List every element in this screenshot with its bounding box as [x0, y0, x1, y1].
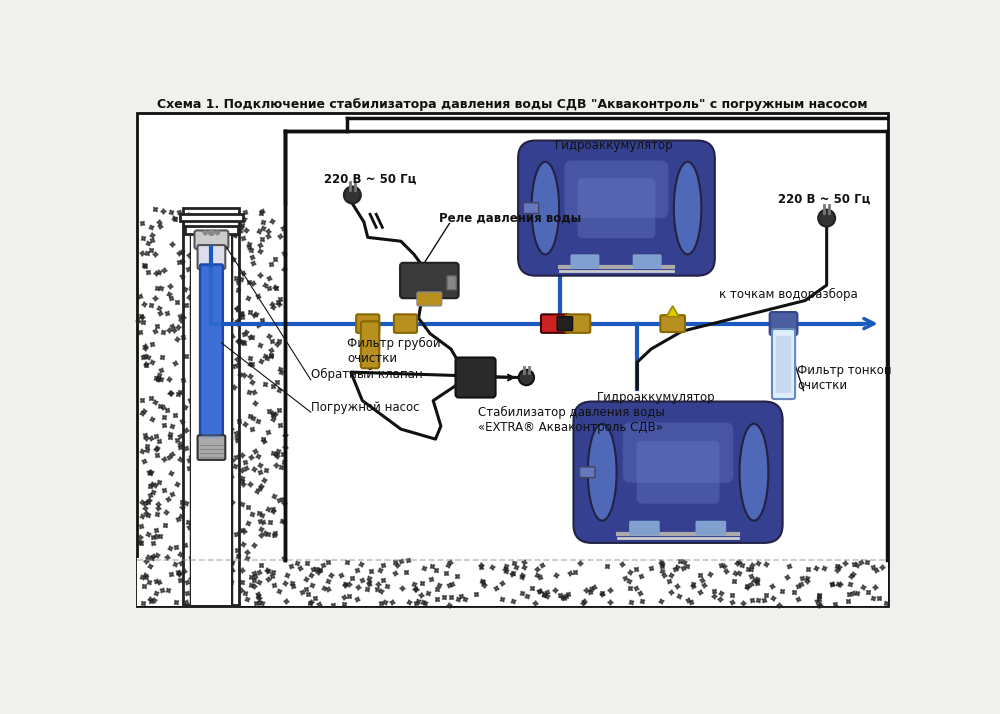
- Text: Стабилизатор давления воды
«EXTRA® Акваконтроль СДВ»: Стабилизатор давления воды «EXTRA® Аквак…: [478, 406, 665, 434]
- FancyBboxPatch shape: [202, 268, 221, 438]
- FancyBboxPatch shape: [400, 263, 459, 298]
- FancyBboxPatch shape: [570, 254, 599, 269]
- Text: Погружной насос: Погружной насос: [311, 401, 419, 413]
- Text: Гидроаккумулятор: Гидроаккумулятор: [555, 139, 673, 152]
- FancyBboxPatch shape: [577, 178, 655, 238]
- FancyBboxPatch shape: [185, 213, 238, 233]
- FancyBboxPatch shape: [623, 423, 733, 483]
- FancyBboxPatch shape: [566, 314, 590, 333]
- FancyBboxPatch shape: [183, 208, 239, 605]
- FancyBboxPatch shape: [695, 521, 726, 536]
- FancyBboxPatch shape: [198, 245, 225, 269]
- Ellipse shape: [588, 424, 617, 521]
- Circle shape: [818, 210, 835, 226]
- FancyBboxPatch shape: [633, 254, 662, 269]
- FancyBboxPatch shape: [541, 314, 569, 333]
- FancyBboxPatch shape: [564, 161, 668, 218]
- Ellipse shape: [532, 162, 559, 254]
- Text: к точкам водоразбора: к точкам водоразбора: [719, 288, 858, 301]
- FancyBboxPatch shape: [447, 276, 456, 290]
- FancyBboxPatch shape: [356, 314, 379, 333]
- Polygon shape: [666, 306, 679, 317]
- Ellipse shape: [674, 162, 701, 254]
- FancyBboxPatch shape: [637, 441, 720, 503]
- FancyBboxPatch shape: [137, 114, 888, 606]
- Ellipse shape: [740, 424, 768, 521]
- FancyBboxPatch shape: [180, 213, 243, 221]
- FancyBboxPatch shape: [776, 336, 791, 393]
- Circle shape: [203, 231, 207, 235]
- Text: Реле давления воды: Реле давления воды: [439, 211, 582, 224]
- FancyBboxPatch shape: [394, 314, 417, 333]
- Text: Схема 1. Подключение стабилизатора давления воды СДВ "Акваконтроль" с погружным : Схема 1. Подключение стабилизатора давле…: [157, 98, 868, 111]
- Text: 220 В ~ 50 Гц: 220 В ~ 50 Гц: [324, 173, 416, 186]
- Text: Гидроаккумулятор: Гидроаккумулятор: [597, 391, 716, 403]
- FancyBboxPatch shape: [185, 226, 238, 233]
- FancyBboxPatch shape: [198, 436, 225, 460]
- FancyBboxPatch shape: [770, 312, 797, 335]
- Circle shape: [209, 230, 214, 236]
- FancyBboxPatch shape: [660, 315, 685, 332]
- Text: Фильтр тонкой
очистки: Фильтр тонкой очистки: [797, 364, 892, 392]
- Circle shape: [344, 186, 361, 203]
- FancyBboxPatch shape: [200, 264, 223, 441]
- Circle shape: [519, 370, 534, 386]
- Circle shape: [216, 231, 220, 235]
- FancyBboxPatch shape: [518, 141, 715, 276]
- FancyBboxPatch shape: [361, 321, 379, 368]
- FancyBboxPatch shape: [456, 358, 496, 398]
- FancyBboxPatch shape: [557, 317, 573, 331]
- Text: 220 В ~ 50 Гц: 220 В ~ 50 Гц: [778, 193, 871, 206]
- FancyBboxPatch shape: [629, 521, 660, 536]
- FancyBboxPatch shape: [523, 203, 539, 213]
- Text: Обратный клапан: Обратный клапан: [311, 368, 422, 381]
- FancyBboxPatch shape: [772, 329, 795, 399]
- FancyBboxPatch shape: [417, 292, 442, 306]
- FancyBboxPatch shape: [579, 467, 595, 478]
- FancyBboxPatch shape: [194, 231, 228, 249]
- FancyBboxPatch shape: [191, 221, 231, 605]
- FancyBboxPatch shape: [573, 401, 783, 543]
- FancyBboxPatch shape: [137, 558, 888, 606]
- Text: Фильтр грубой
очистки: Фильтр грубой очистки: [347, 337, 441, 365]
